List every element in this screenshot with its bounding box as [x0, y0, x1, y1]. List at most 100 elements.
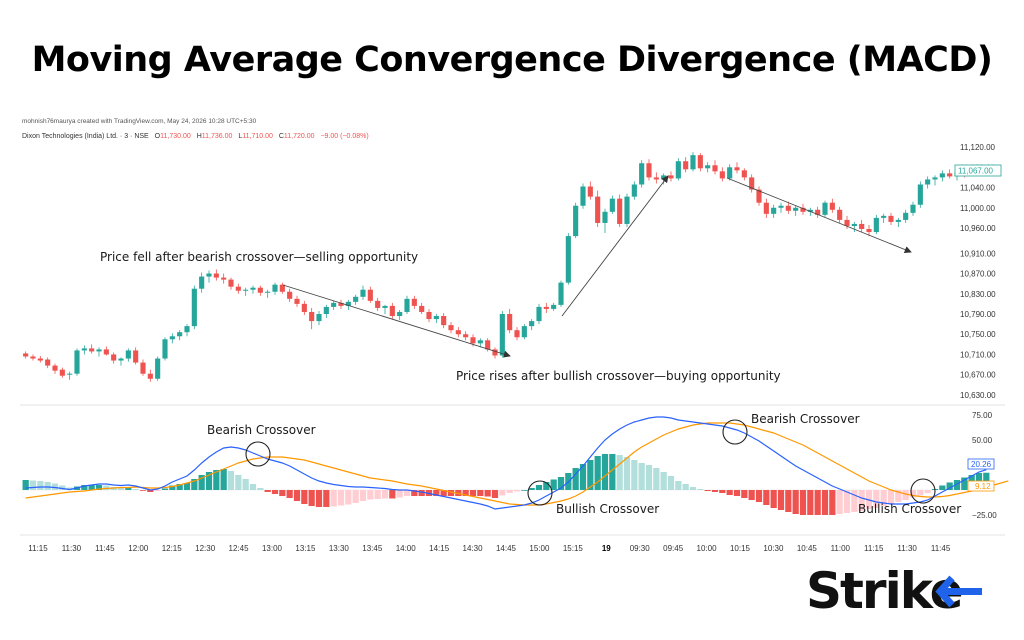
candle-body: [595, 196, 601, 223]
histogram-bar: [183, 483, 191, 490]
candle-body: [37, 358, 43, 361]
histogram-bar: [513, 490, 521, 492]
candle-body: [551, 304, 557, 309]
histogram-bar: [88, 485, 95, 490]
histogram-bar: [447, 490, 455, 496]
candle-body: [155, 358, 161, 379]
histogram-bar: [601, 454, 609, 490]
histogram-bar: [953, 480, 961, 490]
candle-body: [45, 359, 51, 366]
histogram-bar: [257, 488, 264, 490]
candle-body: [800, 207, 806, 212]
candle-body: [888, 215, 894, 222]
candle-body: [279, 284, 285, 292]
candle-body: [837, 209, 843, 220]
candle-body: [771, 207, 777, 214]
candle-body: [514, 330, 520, 338]
strike-logo: Strike: [806, 562, 982, 620]
histogram-bar: [719, 490, 726, 493]
histogram-bar: [909, 490, 917, 498]
histogram-bar: [66, 487, 73, 490]
candle-body: [895, 219, 901, 222]
histogram-bar: [521, 490, 528, 491]
histogram-bar: [836, 490, 843, 514]
histogram-bar: [117, 488, 125, 490]
candle-body: [507, 314, 513, 331]
last-price-label: 11,067.00: [958, 167, 994, 176]
time-tick-label: 14:30: [463, 544, 484, 553]
symbol-name: Dixon Technologies (India) Ltd. · 3 · NS…: [22, 133, 149, 140]
price-tick-label: 10,630.00: [960, 391, 996, 400]
candle-body: [851, 223, 857, 226]
price-tick-label: 10,750.00: [960, 330, 996, 339]
histogram-bar: [623, 457, 631, 490]
candle-body: [492, 349, 498, 356]
histogram-bar: [799, 490, 807, 515]
candle-body: [67, 373, 73, 375]
candle-body: [727, 167, 733, 179]
candle-body: [587, 186, 593, 197]
histogram-bar: [829, 490, 836, 515]
time-tick-label: 13:30: [329, 544, 350, 553]
candle-body: [81, 348, 87, 351]
candle-body: [785, 205, 791, 211]
candle-body: [360, 289, 366, 297]
time-tick-label: 14:15: [429, 544, 450, 553]
candle-body: [426, 311, 432, 320]
candle-body: [309, 311, 315, 322]
ohlc-low-value: 11,710.00: [242, 133, 273, 140]
candle-body: [705, 165, 711, 169]
histogram-bar: [469, 490, 477, 496]
candle-body: [265, 291, 271, 293]
candle-body: [932, 177, 938, 180]
histogram-bar: [51, 483, 59, 490]
macd-axis: 75.00 50.00 −25.00: [972, 411, 997, 520]
histogram-bar: [939, 485, 946, 490]
strike-logo-chevron: [935, 575, 955, 608]
candle-body: [719, 171, 725, 179]
histogram-bar: [770, 490, 777, 508]
time-tick-label: 15:15: [563, 544, 584, 553]
histogram-bar: [315, 490, 323, 507]
histogram-bar: [873, 490, 880, 508]
macd-histogram: [22, 454, 990, 515]
histogram-bar: [645, 465, 653, 490]
candle-body: [631, 184, 637, 197]
time-tick-label: 11:00: [831, 544, 851, 553]
candle-body: [411, 298, 417, 306]
candle-body: [169, 336, 175, 340]
candle-body: [778, 205, 784, 208]
candle-body: [485, 340, 491, 350]
chart-credit: mohnish76maurya created with TradingView…: [22, 118, 257, 125]
candle-body: [133, 350, 139, 363]
candle-body: [103, 349, 109, 355]
candle-body: [118, 358, 124, 361]
time-tick-label: 10:30: [763, 544, 784, 553]
bullish-crossover-label-2: Bullish Crossover: [858, 502, 961, 516]
candle-body: [213, 273, 219, 278]
histogram-bar: [293, 490, 301, 501]
histogram-bar: [675, 481, 682, 490]
histogram-bar: [37, 481, 44, 490]
candle-body: [345, 301, 351, 306]
candle-body: [140, 362, 146, 374]
histogram-bar: [579, 464, 587, 490]
histogram-bar: [858, 490, 865, 511]
candle-body: [23, 353, 29, 357]
candle-body: [807, 209, 813, 212]
price-tick-label: 11,000.00: [960, 204, 996, 213]
candle-body: [294, 298, 300, 304]
histogram-bar: [374, 490, 381, 499]
signal-last-tag: [967, 480, 995, 492]
candle-body: [925, 179, 931, 185]
time-tick-label: 09:30: [630, 544, 651, 553]
time-tick-label: 11:45: [95, 544, 115, 553]
histogram-bar: [499, 490, 506, 496]
histogram-bar: [895, 490, 902, 502]
candle-body: [235, 286, 241, 291]
histogram-bar: [301, 490, 308, 504]
candle-body: [690, 155, 696, 170]
histogram-bar: [147, 490, 154, 492]
time-tick-label: 19: [602, 544, 611, 553]
histogram-bar: [169, 485, 176, 490]
